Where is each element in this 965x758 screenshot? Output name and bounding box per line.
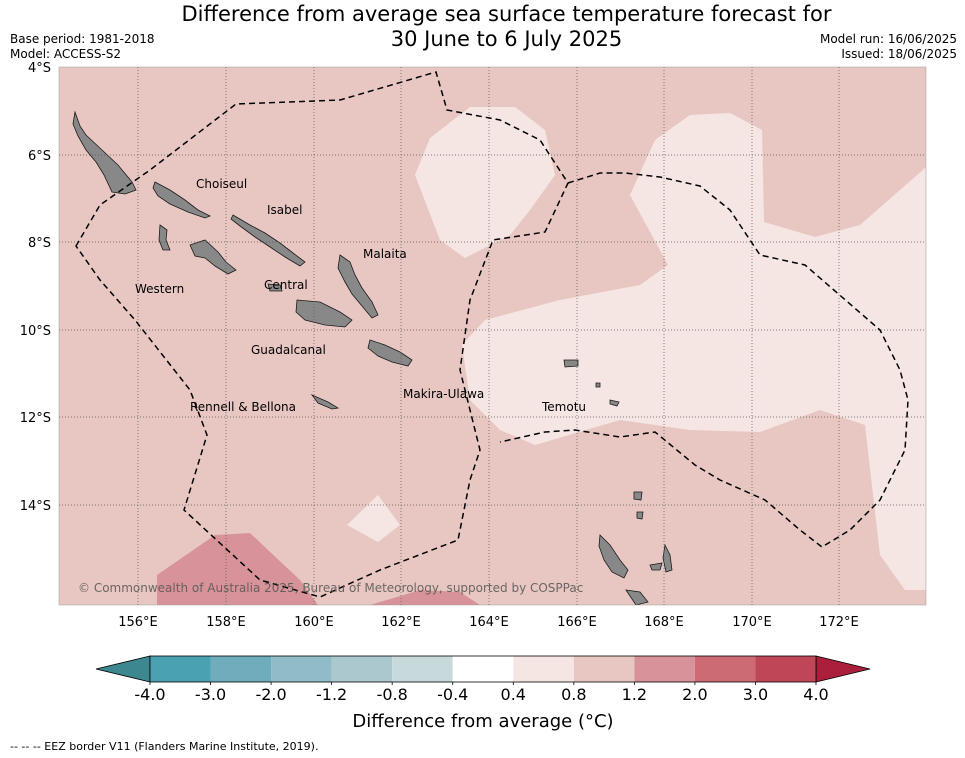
lat-label-8s: 8°S (28, 236, 51, 251)
island-rennell (310, 394, 340, 410)
anomaly-region-strong-s (370, 590, 480, 605)
lon-label-156e: 156°E (118, 615, 158, 630)
colorbar-tick-label: -1.2 (316, 685, 347, 704)
label-central: Central (264, 278, 308, 292)
colorbar-segment (513, 656, 574, 682)
island-temotu-c (595, 382, 601, 388)
map-area: © Commonwealth of Australia 2025, Bureau… (59, 67, 926, 605)
title-line-1: Difference from average sea surface temp… (181, 2, 832, 26)
anomaly-region-weak-east (462, 113, 926, 590)
anomaly-region-weak-north (415, 107, 555, 258)
lat-label-6s: 6°S (28, 149, 51, 164)
label-rennell: Rennell & Bellona (190, 400, 296, 414)
colorbar-segment (694, 656, 756, 682)
base-period: Base period: 1981-2018 (10, 32, 155, 46)
issued-date: Issued: 18/06/2025 (841, 47, 957, 61)
eez-note: -- -- -- EEZ border V11 (Flanders Marine… (10, 740, 319, 753)
lon-label-164e: 164°E (469, 615, 509, 630)
label-temotu: Temotu (541, 400, 586, 414)
meta-left: Base period: 1981-2018 Model: ACCESS-S2 (10, 32, 155, 62)
island-western-b (189, 239, 237, 275)
colorbar-segment (452, 656, 514, 682)
lon-label-170e: 170°E (732, 615, 772, 630)
lon-axis: 156°E 158°E 160°E 162°E 164°E 166°E 168°… (118, 615, 859, 630)
colorbar-tick-label: 4.0 (803, 685, 828, 704)
label-choiseul: Choiseul (196, 177, 247, 191)
colorbar-tick-label: -0.8 (377, 685, 408, 704)
colorbar-outline (149, 655, 817, 683)
title-line-2: 30 June to 6 July 2025 (390, 27, 623, 51)
island-vanuatu-e (633, 491, 643, 501)
lon-label-168e: 168°E (644, 615, 684, 630)
label-western: Western (135, 282, 184, 296)
island-isabel (230, 214, 306, 267)
colorbar-segment (210, 656, 272, 682)
label-malaita: Malaita (363, 247, 407, 261)
model-name: Model: ACCESS-S2 (10, 47, 122, 61)
lat-label-14s: 14°S (20, 499, 51, 514)
island-makira (367, 339, 413, 367)
island-vanuatu-a (598, 534, 629, 579)
lon-label-166e: 166°E (557, 615, 597, 630)
lon-label-172e: 172°E (819, 615, 859, 630)
colorbar-segment (573, 656, 635, 682)
island-temotu-b (609, 399, 620, 407)
colorbar-tick-label: -2.0 (255, 685, 286, 704)
island-guadalcanal (295, 299, 353, 328)
island-vanuatu-d (649, 562, 663, 571)
lon-label-162e: 162°E (381, 615, 421, 630)
graticule (59, 67, 926, 605)
chart-title: Difference from average sea surface temp… (0, 2, 965, 52)
place-labels: Choiseul Isabel Malaita Western Central … (135, 177, 586, 414)
land-masses (72, 110, 673, 605)
colorbar-tick-label: -3.0 (195, 685, 226, 704)
label-isabel: Isabel (267, 203, 302, 217)
island-temotu-a (563, 359, 579, 368)
colorbar-segment (634, 656, 695, 682)
colorbar-tick-label: 0.8 (561, 685, 586, 704)
colorbar-tick-label: 1.2 (622, 685, 647, 704)
map-frame (58, 66, 927, 606)
colorbar-tick-label: 2.0 (682, 685, 707, 704)
lat-label-4s: 4°S (28, 61, 51, 76)
lon-label-158e: 158°E (206, 615, 246, 630)
model-run: Model run: 16/06/2025 (819, 32, 957, 46)
colorbar-label: Difference from average (°C) (352, 711, 613, 732)
lat-axis: 4°S 6°S 8°S 10°S 12°S 14°S (20, 61, 51, 514)
island-vanuatu-f (636, 511, 644, 520)
colorbar-tick-label: -4.0 (134, 685, 165, 704)
colorbar-extend-low (95, 655, 151, 683)
colorbar-segment (150, 656, 211, 682)
island-western-a (158, 224, 171, 251)
colorbar-tick-label: 3.0 (743, 685, 768, 704)
island-vanuatu-c (625, 589, 649, 605)
island-vanuatu-b (662, 543, 673, 573)
meta-right: Model run: 16/06/2025 Issued: 18/06/2025 (820, 32, 957, 62)
colorbar-segment (392, 656, 453, 682)
island-choiseul (72, 110, 137, 195)
colorbar-tick-label: 0.4 (501, 685, 526, 704)
lon-label-160e: 160°E (294, 615, 334, 630)
label-guadalcanal: Guadalcanal (251, 343, 326, 357)
anomaly-region-strong-sw (157, 533, 318, 605)
colorbar-tick-label: -0.4 (437, 685, 468, 704)
colorbar-segment (271, 656, 332, 682)
label-makira: Makira-Ulawa (403, 387, 484, 401)
lat-label-12s: 12°S (20, 411, 51, 426)
colorbar: -4.0 -3.0 -2.0 -1.2 -0.8 -0.4 0.4 0.8 1.2 2.0 3.0 4… (95, 655, 871, 704)
island-central (267, 283, 283, 292)
anomaly-region-weak-south (347, 495, 400, 542)
colorbar-extend-high (815, 655, 871, 683)
copyright-text: © Commonwealth of Australia 2025, Bureau… (78, 581, 583, 595)
colorbar-segment (755, 656, 816, 682)
lat-label-10s: 10°S (20, 324, 51, 339)
colorbar-segment (331, 656, 393, 682)
island-choiseul-east (152, 181, 211, 219)
island-malaita (337, 254, 379, 319)
